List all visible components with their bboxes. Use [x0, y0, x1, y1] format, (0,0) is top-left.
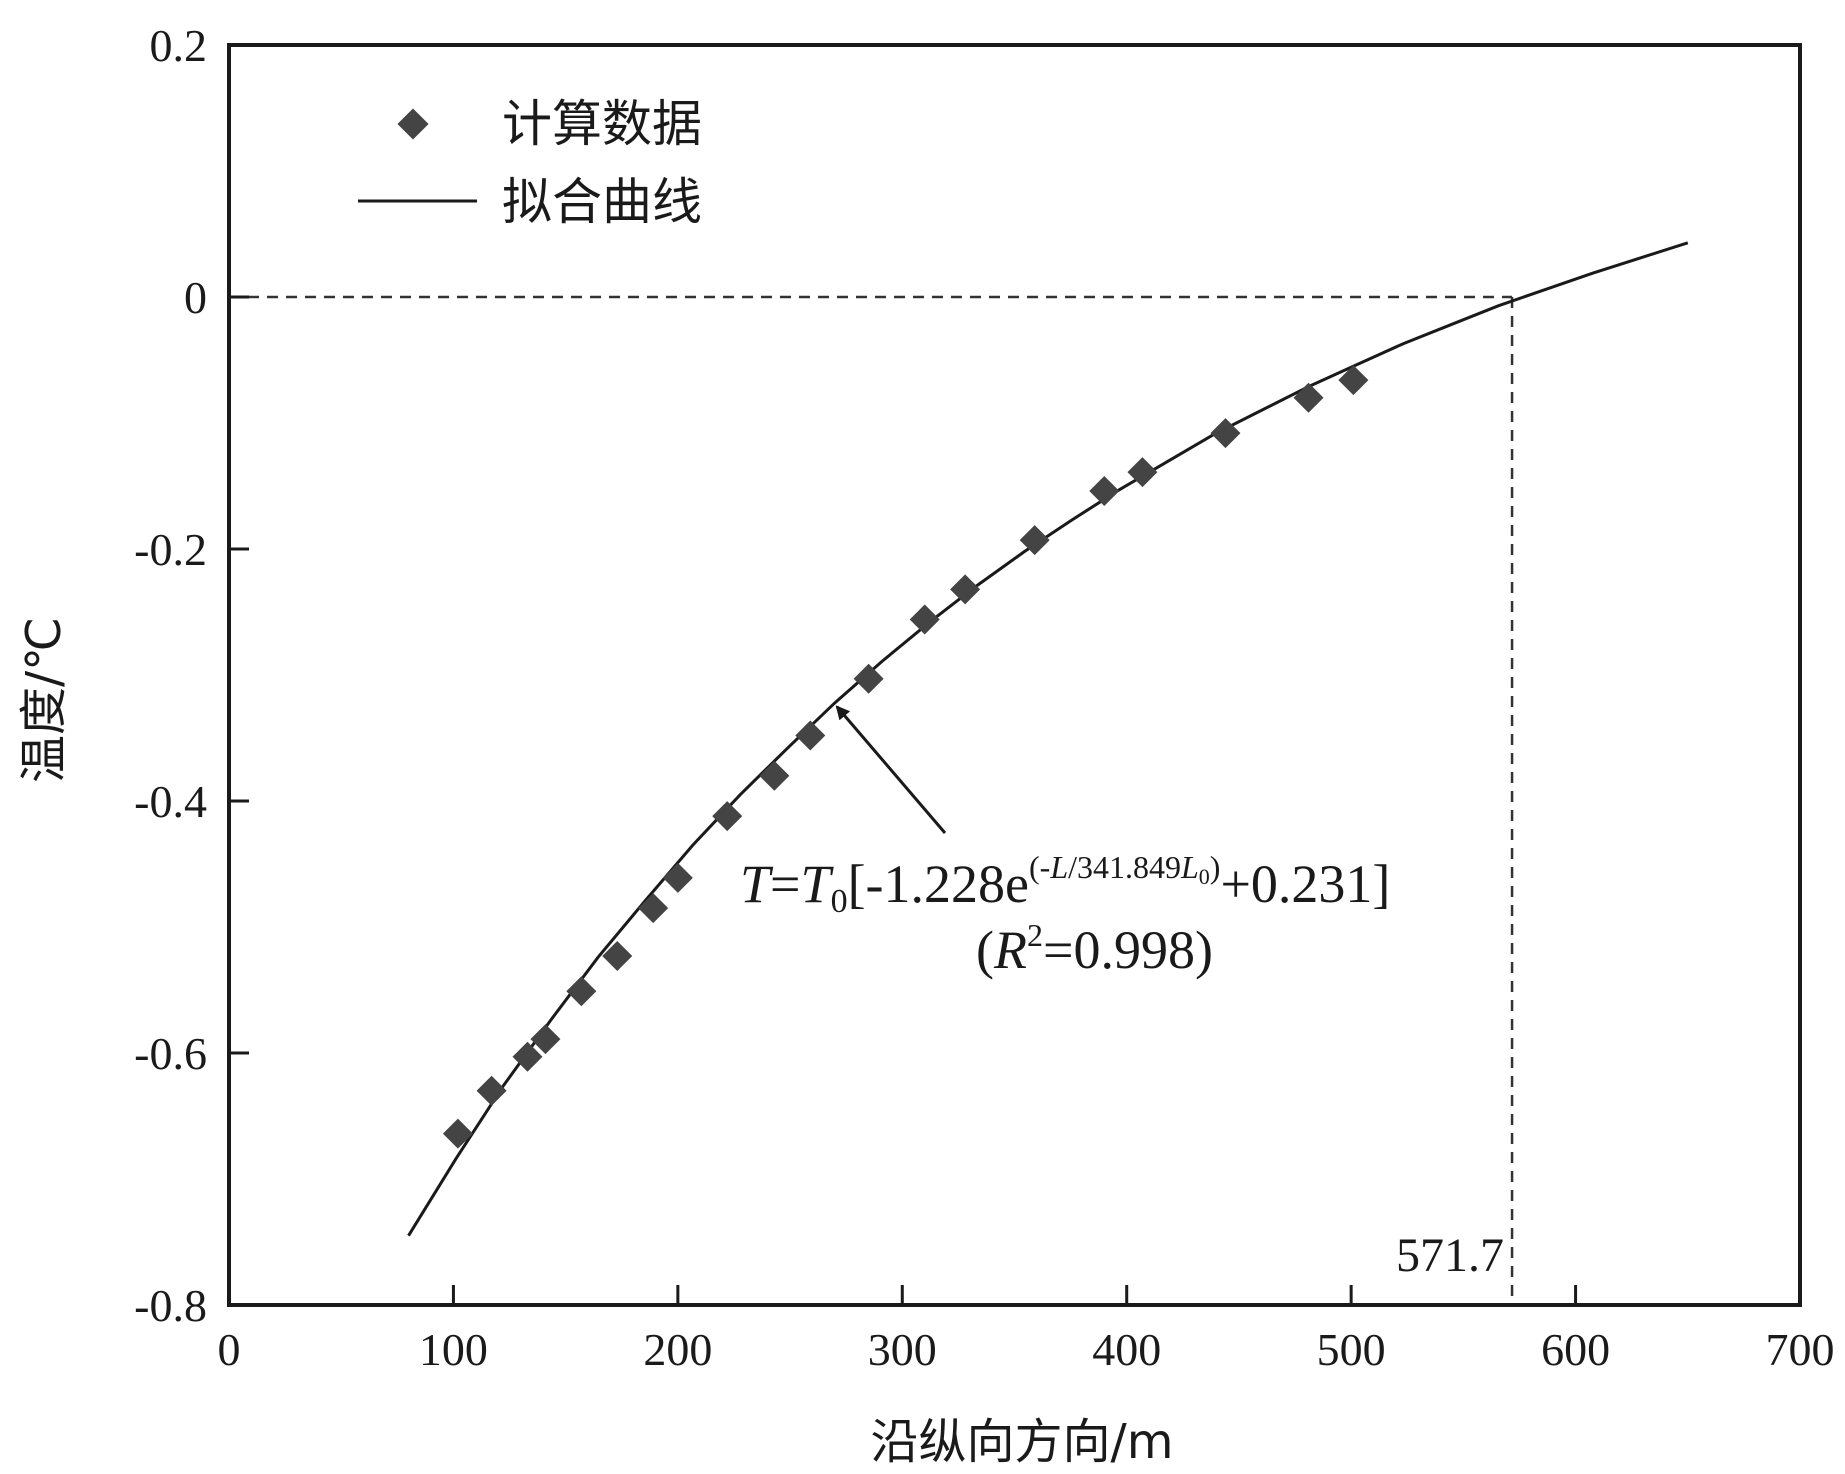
plot-frame	[227, 43, 1802, 1307]
y-ticks: 0.2 0 -0.2 -0.4 -0.6 -0.8	[134, 20, 249, 1331]
x-tick-label: 0	[218, 1324, 241, 1375]
y-axis-title: 温度/℃	[16, 617, 72, 783]
data-point	[1019, 525, 1050, 556]
data-point	[1089, 476, 1120, 507]
data-point	[950, 574, 981, 605]
y-tick-label: -0.6	[134, 1028, 207, 1079]
data-point	[1338, 365, 1369, 396]
x-tick-label: 500	[1317, 1324, 1386, 1375]
x-tick-label: 700	[1766, 1324, 1835, 1375]
intercept-label: 571.7	[1396, 1229, 1504, 1282]
legend-label-fit: 拟合曲线	[502, 173, 702, 231]
x-ticks: 0 100 200 300 400 500 600 700	[218, 1285, 1835, 1375]
data-point	[512, 1041, 543, 1072]
data-point	[602, 940, 633, 971]
x-tick-label: 400	[1092, 1324, 1161, 1375]
data-point	[853, 663, 884, 694]
data-point	[1210, 418, 1241, 449]
data-point	[638, 893, 669, 924]
data-point	[662, 862, 693, 893]
x-tick-label: 300	[868, 1324, 937, 1375]
data-point	[909, 604, 940, 635]
r-squared-label: (R2=0.998)	[976, 917, 1213, 980]
x-tick-label: 100	[419, 1324, 488, 1375]
data-point	[1293, 382, 1324, 413]
data-point	[712, 801, 743, 832]
y-tick-label: 0.2	[150, 20, 208, 71]
data-points	[442, 365, 1369, 1149]
x-tick-label: 600	[1541, 1324, 1610, 1375]
legend-label-data: 计算数据	[502, 95, 702, 153]
fit-equation: T=T0[-1.228e(-L/341.849L0)+0.231]	[740, 849, 1390, 920]
data-point	[442, 1118, 473, 1149]
data-point	[759, 760, 790, 791]
data-point	[566, 976, 597, 1007]
data-point	[530, 1024, 561, 1055]
equation-arrow	[835, 705, 947, 834]
y-tick-label: 0	[184, 272, 207, 323]
y-tick-label: -0.2	[134, 524, 207, 575]
y-tick-label: -0.8	[134, 1280, 207, 1331]
y-tick-label: -0.4	[134, 776, 207, 827]
x-axis-title: 沿纵向方向/m	[871, 1414, 1174, 1470]
data-point	[795, 720, 826, 751]
legend-diamond-marker	[397, 108, 429, 140]
legend: 计算数据 拟合曲线	[358, 95, 702, 231]
data-point	[476, 1075, 507, 1106]
fit-curve	[407, 241, 1689, 1237]
data-point	[1127, 457, 1158, 488]
x-tick-label: 200	[643, 1324, 712, 1375]
